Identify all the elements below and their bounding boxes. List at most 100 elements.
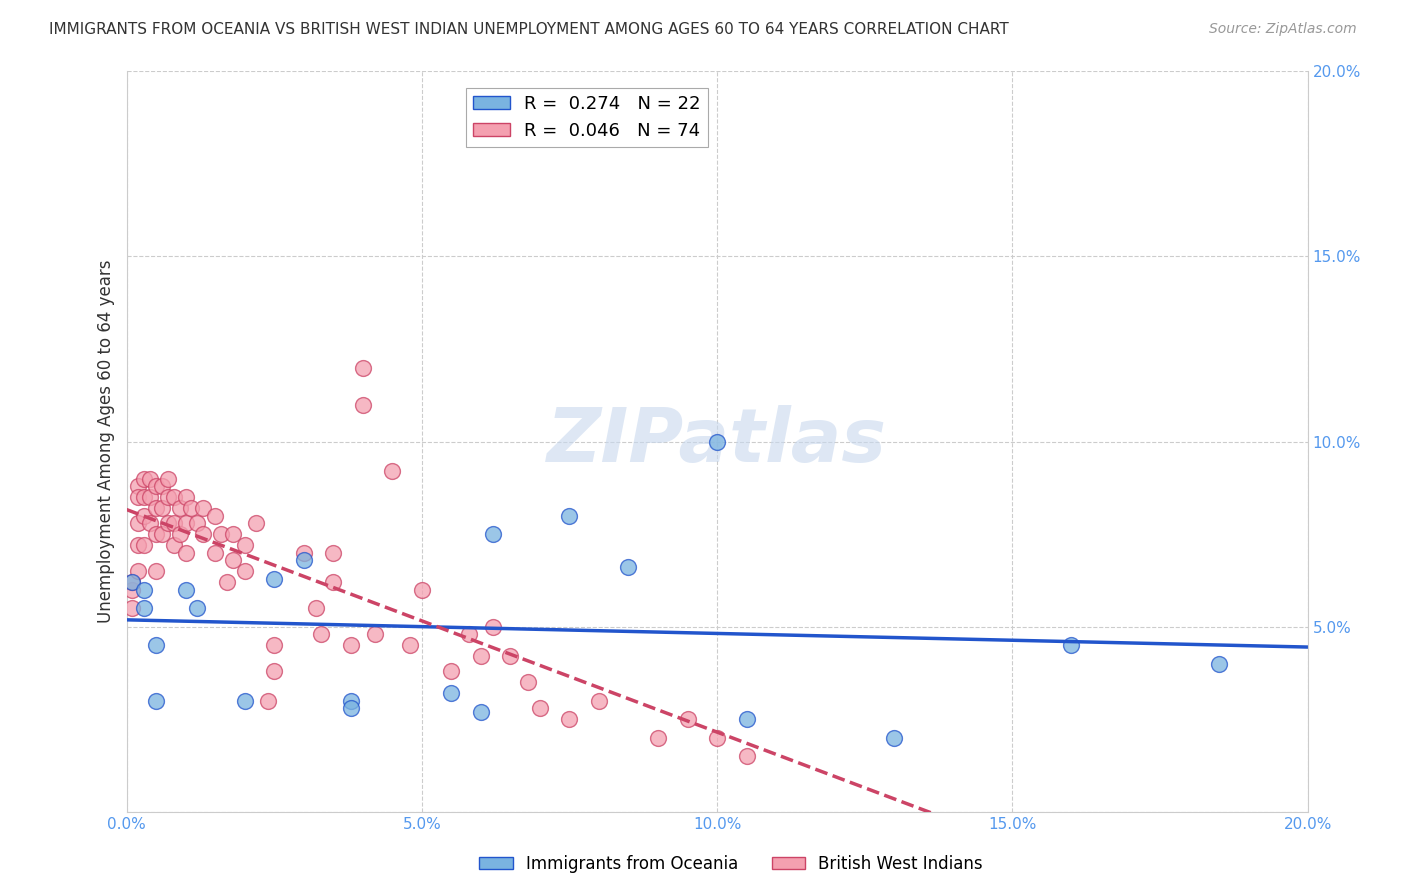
- Point: [174, 582, 197, 597]
- Point: [121, 575, 143, 590]
- Point: [470, 649, 492, 664]
- Point: [735, 749, 758, 764]
- Point: [134, 508, 156, 523]
- Point: [481, 527, 503, 541]
- Point: [481, 619, 503, 633]
- Point: [440, 686, 463, 700]
- Point: [215, 575, 238, 590]
- Point: [517, 675, 540, 690]
- Point: [127, 490, 149, 504]
- Point: [169, 527, 191, 541]
- Text: IMMIGRANTS FROM OCEANIA VS BRITISH WEST INDIAN UNEMPLOYMENT AMONG AGES 60 TO 64 : IMMIGRANTS FROM OCEANIA VS BRITISH WEST …: [49, 22, 1010, 37]
- Point: [529, 701, 551, 715]
- Point: [145, 564, 167, 578]
- Point: [706, 731, 728, 745]
- Point: [363, 627, 385, 641]
- Y-axis label: Unemployment Among Ages 60 to 64 years: Unemployment Among Ages 60 to 64 years: [97, 260, 115, 624]
- Point: [204, 545, 226, 560]
- Point: [352, 360, 374, 375]
- Point: [263, 664, 285, 678]
- Point: [588, 694, 610, 708]
- Point: [121, 601, 143, 615]
- Point: [352, 398, 374, 412]
- Point: [139, 490, 162, 504]
- Point: [558, 712, 581, 726]
- Point: [411, 582, 433, 597]
- Point: [134, 538, 156, 552]
- Point: [121, 575, 143, 590]
- Point: [145, 527, 167, 541]
- Point: [470, 705, 492, 719]
- Point: [145, 638, 167, 652]
- Point: [311, 627, 333, 641]
- Point: [233, 538, 256, 552]
- Point: [134, 472, 156, 486]
- Point: [174, 490, 197, 504]
- Point: [193, 501, 215, 516]
- Point: [139, 472, 162, 486]
- Point: [150, 479, 173, 493]
- Point: [440, 664, 463, 678]
- Point: [156, 472, 179, 486]
- Point: [145, 694, 167, 708]
- Point: [180, 501, 202, 516]
- Point: [257, 694, 280, 708]
- Point: [340, 701, 363, 715]
- Point: [1060, 638, 1083, 652]
- Point: [304, 601, 326, 615]
- Point: [127, 538, 149, 552]
- Point: [233, 694, 256, 708]
- Point: [292, 545, 315, 560]
- Point: [127, 564, 149, 578]
- Point: [186, 601, 208, 615]
- Point: [174, 516, 197, 530]
- Point: [134, 490, 156, 504]
- Point: [340, 638, 363, 652]
- Point: [145, 501, 167, 516]
- Point: [169, 501, 191, 516]
- Text: Source: ZipAtlas.com: Source: ZipAtlas.com: [1209, 22, 1357, 37]
- Legend: R =  0.274   N = 22, R =  0.046   N = 74: R = 0.274 N = 22, R = 0.046 N = 74: [467, 87, 707, 147]
- Point: [647, 731, 669, 745]
- Legend: Immigrants from Oceania, British West Indians: Immigrants from Oceania, British West In…: [472, 848, 990, 880]
- Point: [150, 527, 173, 541]
- Point: [163, 538, 186, 552]
- Point: [222, 553, 245, 567]
- Point: [145, 479, 167, 493]
- Point: [134, 601, 156, 615]
- Point: [322, 575, 344, 590]
- Point: [233, 564, 256, 578]
- Point: [499, 649, 522, 664]
- Point: [139, 516, 162, 530]
- Point: [163, 490, 186, 504]
- Point: [399, 638, 422, 652]
- Point: [883, 731, 905, 745]
- Point: [127, 479, 149, 493]
- Point: [706, 434, 728, 449]
- Point: [204, 508, 226, 523]
- Point: [156, 490, 179, 504]
- Point: [1208, 657, 1230, 671]
- Point: [558, 508, 581, 523]
- Point: [617, 560, 640, 574]
- Point: [676, 712, 699, 726]
- Point: [186, 516, 208, 530]
- Point: [292, 553, 315, 567]
- Point: [340, 694, 363, 708]
- Point: [263, 572, 285, 586]
- Point: [735, 712, 758, 726]
- Point: [150, 501, 173, 516]
- Point: [134, 582, 156, 597]
- Point: [263, 638, 285, 652]
- Point: [121, 582, 143, 597]
- Point: [193, 527, 215, 541]
- Point: [156, 516, 179, 530]
- Point: [245, 516, 267, 530]
- Point: [127, 516, 149, 530]
- Point: [163, 516, 186, 530]
- Point: [174, 545, 197, 560]
- Point: [381, 464, 404, 478]
- Point: [222, 527, 245, 541]
- Text: ZIPatlas: ZIPatlas: [547, 405, 887, 478]
- Point: [209, 527, 232, 541]
